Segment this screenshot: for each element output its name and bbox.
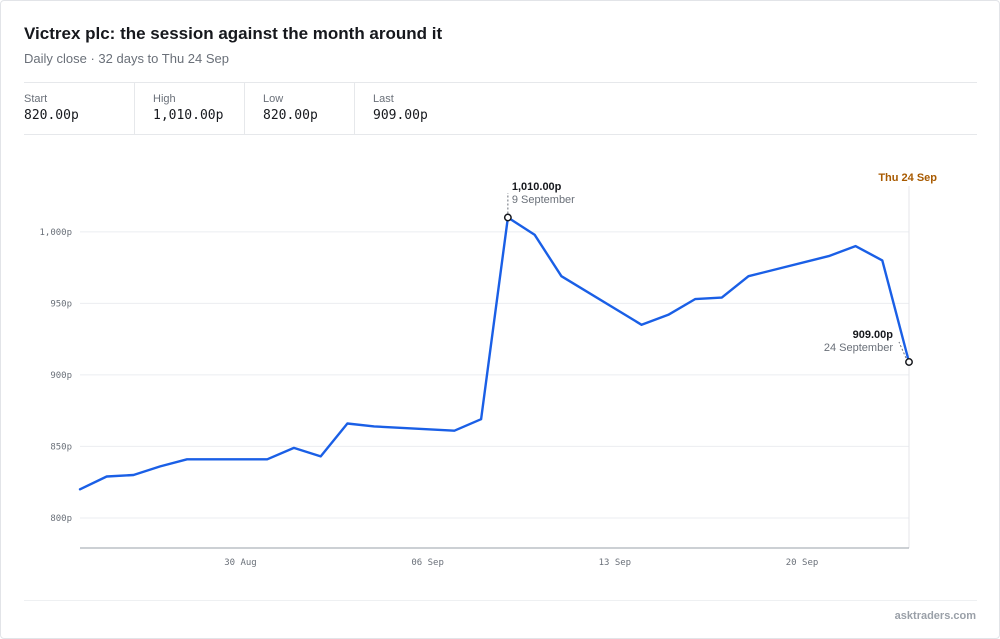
series-layer — [78, 216, 911, 491]
x-tick-label: 06 Sep — [411, 558, 444, 568]
stat-value: 1,010.00p — [153, 108, 224, 123]
stat-label: Start — [24, 93, 48, 105]
line-chart: 800p 850p 900p 950p 1,000p 30 Aug 06 Sep 13 Sep… — [39, 172, 937, 568]
stats-row: Start 820.00p High 1,010.00p Low 820.00p… — [24, 82, 977, 135]
annotation-leader — [898, 341, 907, 359]
y-tick-label: 800p — [50, 514, 72, 524]
stat-value: 909.00p — [373, 108, 428, 123]
stat-last: Last 909.00p — [354, 83, 464, 134]
stat-label: Low — [263, 93, 284, 105]
y-tick-label: 950p — [50, 299, 72, 309]
footer-divider — [24, 600, 977, 601]
chart-title: Victrex plc: the session against the mon… — [24, 24, 443, 43]
y-tick-label: 850p — [50, 442, 72, 452]
y-tick-label: 900p — [50, 371, 72, 381]
axis-layer: 800p 850p 900p 950p 1,000p 30 Aug 06 Sep 13 Sep… — [39, 228, 909, 568]
stat-label: High — [153, 93, 176, 105]
chart-subtitle: Daily close · 32 days to Thu 24 Sep — [24, 51, 229, 66]
y-tick-label: 1,000p — [39, 228, 72, 238]
session-marker-label: Thu 24 Sep — [878, 172, 937, 184]
grid-layer — [80, 186, 910, 548]
annotation-point — [503, 213, 512, 222]
annotation-value: 1,010.00p — [512, 181, 562, 193]
x-tick-label: 20 Sep — [786, 558, 819, 568]
source-credit: asktraders.com — [894, 610, 976, 622]
annotation-value: 909.00p — [853, 329, 894, 341]
stat-value: 820.00p — [263, 108, 318, 123]
stat-start: Start 820.00p — [24, 83, 134, 134]
stat-high: High 1,010.00p — [134, 83, 244, 134]
x-tick-label: 30 Aug — [224, 558, 257, 568]
x-tick-label: 13 Sep — [599, 558, 632, 568]
stat-low: Low 820.00p — [244, 83, 354, 134]
series-line — [78, 216, 911, 491]
annotation-date: 24 September — [824, 342, 893, 354]
annotation-date: 9 September — [512, 194, 575, 206]
annotation-point — [905, 358, 913, 366]
stat-value: 820.00p — [24, 108, 79, 123]
stat-label: Last — [373, 93, 394, 105]
